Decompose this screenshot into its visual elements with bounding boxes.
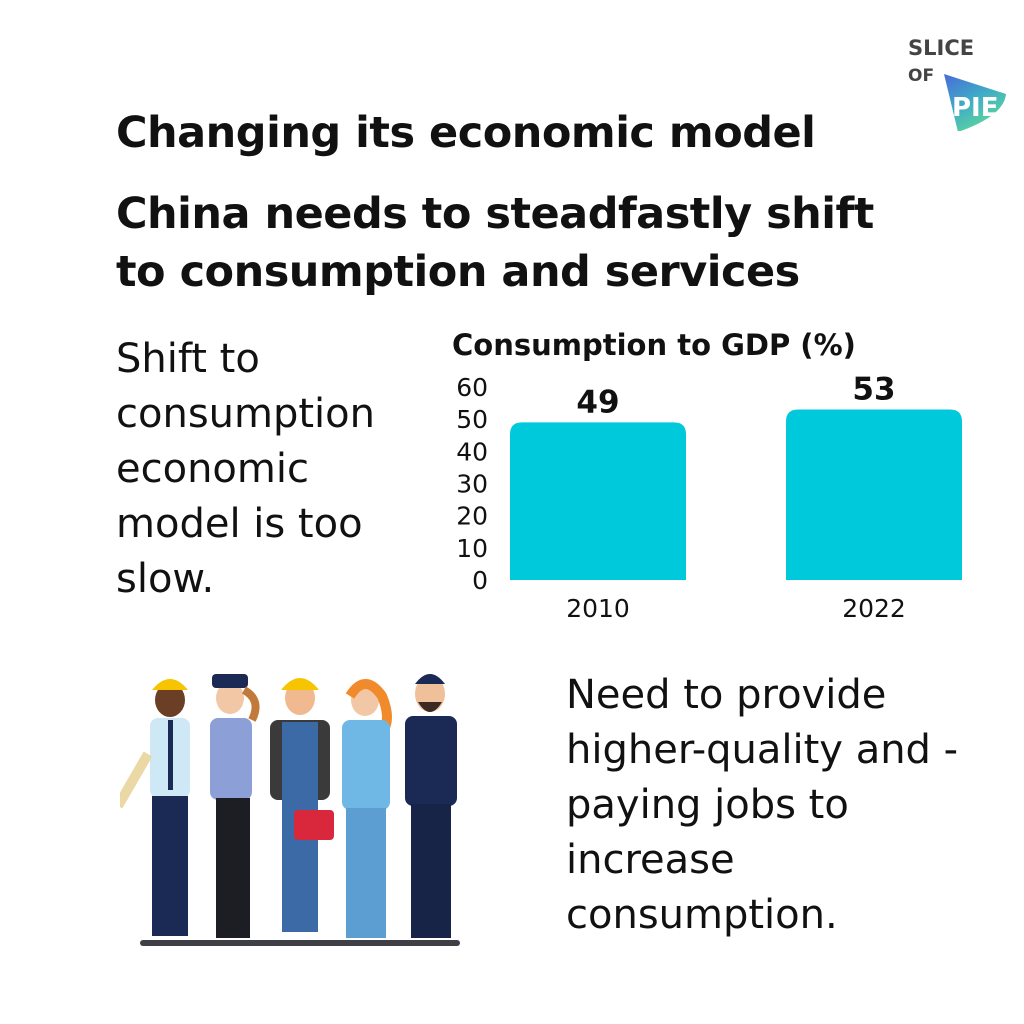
chart-title: Consumption to GDP (%) (452, 328, 856, 362)
x-tick-label: 2010 (566, 594, 630, 623)
y-tick-label: 30 (456, 470, 488, 499)
bar-chart: Consumption to GDP (%) 0 10 20 30 40 50 60 49 2… (452, 328, 962, 623)
bar-2010 (510, 422, 686, 580)
y-tick-label: 0 (472, 566, 488, 595)
y-tick-label: 60 (456, 373, 488, 402)
y-tick-label: 50 (456, 405, 488, 434)
worker-figures (120, 674, 460, 946)
left-text: Shift to consumption economic model is t… (116, 336, 375, 602)
page-title: Changing its economic model (116, 108, 816, 158)
x-tick-label: 2022 (842, 594, 906, 623)
y-tick-label: 10 (456, 534, 488, 563)
slice-of-pie-logo: PIE SLICE OF (900, 36, 1010, 131)
data-label: 53 (852, 372, 895, 408)
bar-2022 (786, 409, 962, 580)
page-subtitle: China needs to steadfastly shift to cons… (116, 189, 874, 297)
y-tick-label: 40 (456, 437, 488, 466)
workers-illustration (120, 674, 460, 946)
data-label: 49 (576, 384, 619, 420)
svg-text:PIE: PIE (952, 93, 999, 123)
right-text: Need to provide higher-quality and -payi… (566, 672, 959, 938)
pie-slice-icon: PIE (944, 74, 1006, 131)
y-tick-label: 20 (456, 502, 488, 531)
